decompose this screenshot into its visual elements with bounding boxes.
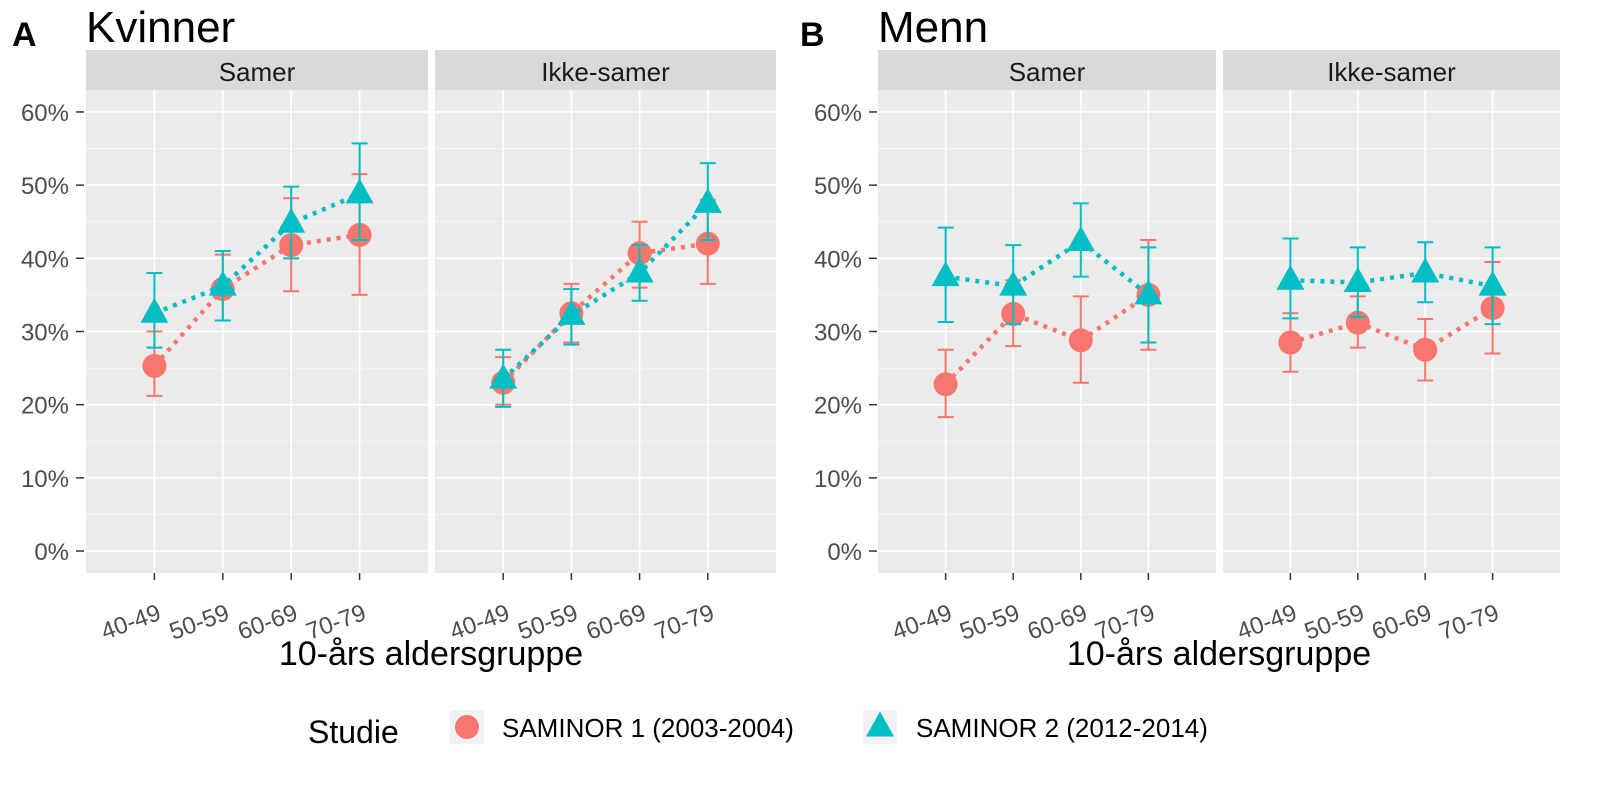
y-tick-label: 30% bbox=[814, 320, 862, 347]
data-point-triangle bbox=[489, 363, 518, 389]
legend-triangle-icon bbox=[866, 711, 894, 737]
series-2 bbox=[1276, 237, 1507, 326]
series-line bbox=[153, 191, 361, 316]
facet-strip bbox=[435, 50, 776, 90]
data-point-circle bbox=[1413, 337, 1438, 362]
series-line bbox=[945, 238, 1150, 297]
y-tick-label: 40% bbox=[21, 246, 69, 273]
data-point-circle bbox=[695, 231, 720, 256]
y-tick-label: 20% bbox=[21, 393, 69, 420]
data-point-circle bbox=[142, 353, 167, 378]
series-2 bbox=[931, 202, 1163, 344]
series-line bbox=[152, 232, 360, 368]
x-tick-label: 40-49 bbox=[889, 599, 956, 645]
y-tick-label: 0% bbox=[34, 539, 69, 566]
series-line bbox=[1290, 270, 1494, 289]
panel-title: Kvinner bbox=[86, 3, 235, 52]
x-axis-title: 10-års aldersgruppe bbox=[1067, 635, 1371, 673]
data-point-triangle bbox=[345, 178, 374, 204]
x-tick-label: 50-59 bbox=[166, 599, 233, 645]
x-tick-label: 70-79 bbox=[1436, 599, 1503, 645]
data-point-triangle bbox=[1134, 279, 1163, 305]
panel-a: A Kvinner 0% 10% 20% 30% 40% 50% 60% Samer 40-49 50… bbox=[12, 3, 776, 673]
y-tick-label: 20% bbox=[814, 393, 862, 420]
y-tick-label: 40% bbox=[814, 246, 862, 273]
facet-strip bbox=[1223, 50, 1560, 90]
y-tick-label: 10% bbox=[814, 466, 862, 493]
series-line bbox=[943, 293, 1150, 386]
data-point-triangle bbox=[277, 207, 306, 233]
data-point-triangle bbox=[693, 187, 722, 213]
panel-b: B Menn 0% 10% 20% 30% 40% 50% 60% Samer 40-49 50-59… bbox=[800, 3, 1560, 673]
legend-label: SAMINOR 2 (2012-2014) bbox=[916, 713, 1208, 743]
panel-letter: A bbox=[12, 16, 37, 54]
data-point-triangle bbox=[557, 299, 586, 325]
data-point-triangle bbox=[1478, 270, 1507, 296]
legend-item: SAMINOR 1 (2003-2004) bbox=[450, 710, 794, 744]
y-tick-label: 60% bbox=[814, 100, 862, 127]
data-point-circle bbox=[1278, 330, 1303, 355]
series-line bbox=[501, 241, 709, 385]
x-axis-title: 10-års aldersgruppe bbox=[279, 635, 583, 673]
data-point-triangle bbox=[1343, 266, 1372, 292]
data-point-triangle bbox=[931, 261, 960, 287]
facet-strip-label: Samer bbox=[219, 57, 296, 87]
y-tick-label: 50% bbox=[21, 173, 69, 200]
data-point-triangle bbox=[208, 270, 237, 296]
legend-item: SAMINOR 2 (2012-2014) bbox=[863, 710, 1208, 744]
data-point-triangle bbox=[140, 297, 169, 323]
facet-strip-label: Ikke-samer bbox=[541, 57, 670, 87]
x-tick-label: 40-49 bbox=[98, 599, 165, 645]
series-2 bbox=[140, 142, 374, 349]
panel-title: Menn bbox=[878, 3, 988, 52]
data-point-triangle bbox=[999, 270, 1028, 296]
legend-circle-icon bbox=[455, 715, 479, 739]
data-point-triangle bbox=[625, 257, 654, 283]
data-point-triangle bbox=[1276, 264, 1305, 290]
data-point-circle bbox=[1068, 328, 1093, 353]
facet-strip-label: Ikke-samer bbox=[1327, 57, 1456, 87]
legend: Studie SAMINOR 1 (2003-2004) SAMINOR 2 (20… bbox=[308, 710, 1208, 750]
data-point-triangle bbox=[1411, 257, 1440, 283]
legend-title: Studie bbox=[308, 714, 399, 750]
y-tick-label: 0% bbox=[827, 539, 862, 566]
y-tick-label: 50% bbox=[814, 173, 862, 200]
x-tick-label: 70-79 bbox=[651, 599, 718, 645]
y-tick-label: 30% bbox=[21, 320, 69, 347]
x-tick-label: 60-69 bbox=[583, 599, 650, 645]
data-point-triangle bbox=[1066, 225, 1095, 251]
data-point-circle bbox=[933, 372, 958, 397]
series-2 bbox=[489, 162, 722, 408]
facet-strip bbox=[878, 50, 1216, 90]
y-tick-label: 10% bbox=[21, 466, 69, 493]
panel-letter: B bbox=[800, 16, 825, 54]
facet-strip bbox=[86, 50, 428, 90]
series-line bbox=[1289, 306, 1494, 353]
legend-label: SAMINOR 1 (2003-2004) bbox=[502, 713, 794, 743]
x-tick-label: 50-59 bbox=[956, 599, 1023, 645]
series-line bbox=[501, 201, 710, 381]
x-tick-label: 60-69 bbox=[1368, 599, 1435, 645]
y-tick-label: 60% bbox=[21, 100, 69, 127]
facet-strip-label: Samer bbox=[1009, 57, 1086, 87]
